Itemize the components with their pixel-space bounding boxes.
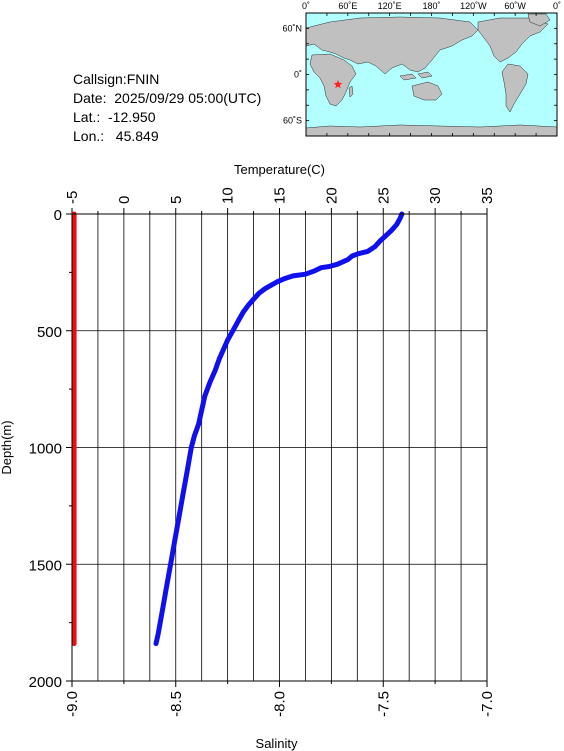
land-mass <box>399 73 417 81</box>
land-mass <box>501 63 529 113</box>
latitude-text: Lat.: -12.950 <box>73 109 156 125</box>
temp-tick-label: 35 <box>479 187 496 204</box>
map-lon-label: 0˚ <box>302 1 310 11</box>
temp-tick-label: -5 <box>64 191 81 204</box>
temp-tick-label: 10 <box>220 187 237 204</box>
salinity-tick-label: -7.0 <box>479 691 496 717</box>
temp-tick-label: 0 <box>116 196 133 204</box>
chart-grid <box>72 214 487 681</box>
date-text: Date: 2025/09/29 05:00(UTC) <box>73 90 262 106</box>
map-lon-label: 120˚W <box>460 1 487 11</box>
map-lon-label: 180˚ <box>422 1 440 11</box>
world-map: 0˚ 60˚E 120˚E 180˚ 120˚W 60˚W 0˚ 60˚N 0˚ 60˚S <box>282 1 561 137</box>
salinity-axis-label: Salinity <box>256 736 298 751</box>
land-mass <box>417 71 433 79</box>
temperature-axis-label: Temperature(C) <box>234 162 325 177</box>
depth-tick-label: 2000 <box>29 674 62 691</box>
temp-tick-label: 25 <box>375 187 392 204</box>
map-ticks <box>305 12 558 137</box>
land-mass <box>411 81 443 101</box>
callsign-text: Callsign:FNIN <box>73 71 160 87</box>
map-lon-label: 120˚E <box>378 1 402 11</box>
depth-tick-label: 0 <box>54 207 62 224</box>
salinity-ticks: -9.0 -8.5 -8.0 -7.5 -7.0 <box>64 681 496 717</box>
temp-tick-label: 30 <box>427 187 444 204</box>
depth-tick-label: 500 <box>37 324 62 341</box>
longitude-text: Lon.: 45.849 <box>73 128 159 144</box>
land-mass <box>527 13 551 27</box>
station-info: Callsign:FNIN Date: 2025/09/29 05:00(UTC… <box>73 70 261 146</box>
salinity-tick-label: -8.5 <box>168 691 185 717</box>
temp-tick-label: 15 <box>272 187 289 204</box>
salinity-tick-label: -7.5 <box>375 691 392 717</box>
land-mass <box>348 85 354 98</box>
salinity-tick-label: -8.0 <box>272 691 289 717</box>
land-mass <box>305 16 479 75</box>
plot-frame <box>71 213 488 682</box>
temp-tick-label: 5 <box>168 196 185 204</box>
depth-tick-label: 1500 <box>29 557 62 574</box>
map-lon-label: 60˚W <box>504 1 526 11</box>
temp-tick-label: 20 <box>323 187 340 204</box>
depth-ticks: 0 500 1000 1500 2000 <box>29 207 72 691</box>
temperature-ticks: -5 0 5 10 15 20 25 30 35 <box>64 187 496 214</box>
salinity-tick-label: -9.0 <box>64 691 81 717</box>
temperature-profile-line <box>153 211 405 647</box>
map-lon-label: 60˚E <box>338 1 357 11</box>
map-lat-label: 0˚ <box>294 70 302 80</box>
depth-tick-label: 1000 <box>29 441 62 458</box>
depth-axis-label: Depth(m) <box>0 420 14 474</box>
map-lat-label: 60˚N <box>282 23 302 33</box>
map-lon-label: 0˚ <box>553 1 561 11</box>
map-lat-label: 60˚S <box>283 116 302 126</box>
land-mass <box>309 53 357 107</box>
series-layer <box>71 211 405 647</box>
station-marker <box>333 79 343 89</box>
